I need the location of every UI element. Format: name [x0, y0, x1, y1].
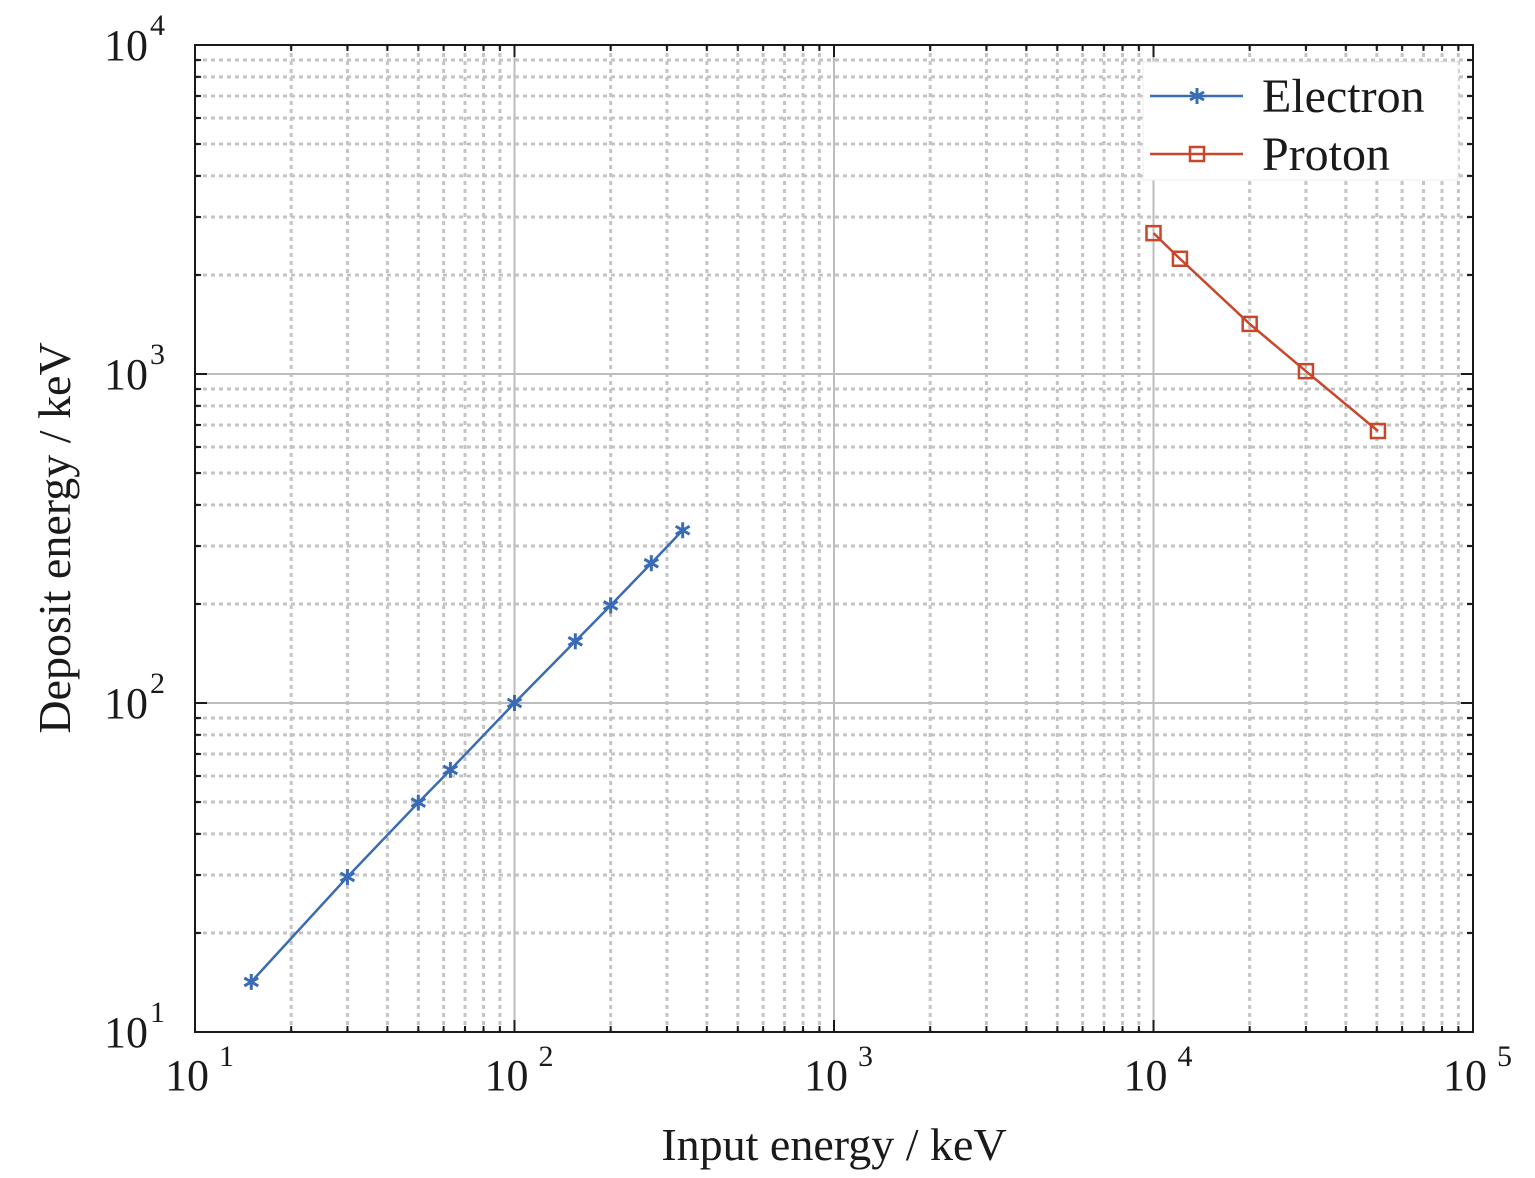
legend-label: Electron [1262, 70, 1425, 123]
x-tick-label: 10 [485, 1051, 529, 1100]
x-tick-label: 10 [804, 1051, 848, 1100]
asterisk-stroke [339, 871, 356, 883]
series-electron [243, 522, 691, 990]
y-tick-label-exponent: 4 [150, 9, 165, 42]
series [243, 224, 1387, 990]
asterisk-stroke [1189, 90, 1205, 102]
asterisk-stroke [506, 697, 523, 709]
electron-line [250, 529, 684, 983]
asterisk-stroke [442, 764, 459, 776]
series-proton [1145, 224, 1387, 440]
x-tick-label-exponent: 1 [219, 1040, 234, 1073]
electron-point [410, 794, 427, 811]
proton-point [1145, 224, 1162, 242]
x-tick-label: 10 [165, 1051, 209, 1100]
electron-point [567, 633, 584, 650]
asterisk-stroke [567, 636, 584, 647]
electron-point [243, 973, 259, 990]
legend-marker [1188, 145, 1206, 163]
x-tick-label-exponent: 3 [858, 1040, 873, 1073]
proton-line [1152, 232, 1379, 432]
electron-point [506, 695, 523, 711]
y-axis-label: Deposit energy / keV [29, 342, 80, 733]
y-tick-label-exponent: 3 [150, 338, 165, 371]
proton-point [1369, 422, 1387, 440]
x-tick-label: 10 [1124, 1051, 1168, 1100]
x-tick-label: 10 [1443, 1051, 1487, 1100]
y-tick-label: 10 [104, 21, 148, 70]
electron-point [602, 597, 619, 614]
x-tick-label-exponent: 2 [539, 1040, 554, 1073]
asterisk-stroke [243, 976, 259, 988]
x-axis-label: Input energy / keV [661, 1119, 1006, 1170]
y-tick-label: 10 [104, 679, 148, 728]
x-tick-label-exponent: 5 [1497, 1040, 1512, 1073]
proton-point [1171, 250, 1189, 268]
electron-point [674, 522, 691, 539]
asterisk-stroke [643, 557, 659, 569]
asterisk-stroke [602, 600, 619, 611]
y-tick-label-exponent: 1 [150, 996, 165, 1029]
proton-point [1297, 362, 1315, 380]
y-tick-label-exponent: 2 [150, 667, 165, 700]
y-tick-label: 10 [104, 350, 148, 399]
electron-point [643, 555, 659, 572]
legend-marker [1189, 88, 1205, 104]
electron-point [339, 868, 356, 885]
x-tick-label-exponent: 4 [1178, 1040, 1193, 1073]
grid [195, 45, 1473, 1032]
ticks: 10 1 10 2 10 3 10 4 10 510 110 210 310 4 [104, 9, 1512, 1100]
electron-point [442, 761, 459, 778]
asterisk-stroke [674, 524, 691, 536]
proton-point [1241, 315, 1258, 333]
legend-label: Proton [1262, 128, 1390, 181]
y-tick-label: 10 [104, 1008, 148, 1057]
asterisk-stroke [410, 797, 427, 808]
